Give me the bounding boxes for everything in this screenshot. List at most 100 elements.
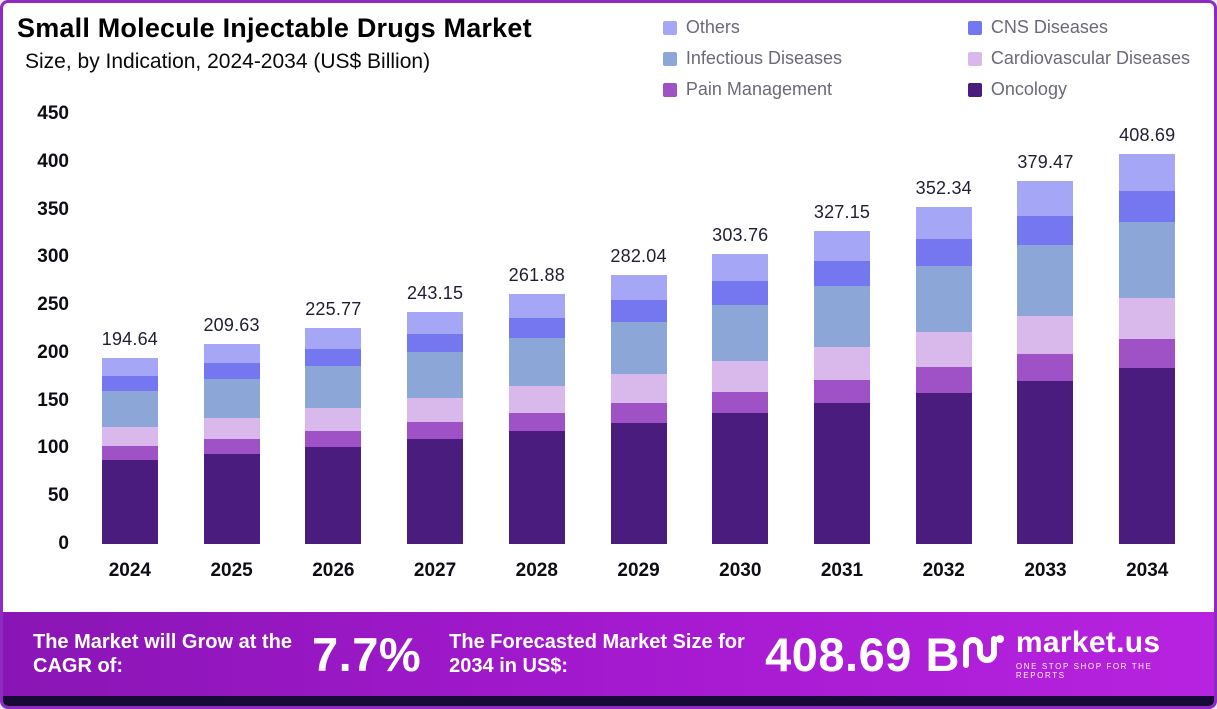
bar-segment-cardiovascular-diseases xyxy=(101,426,158,447)
bar-total-label: 209.63 xyxy=(203,314,260,335)
x-axis-label: 2025 xyxy=(210,560,253,581)
bar-segment-oncology xyxy=(610,422,667,544)
footer-banner: The Market will Grow at the CAGR of: 7.7… xyxy=(3,612,1214,696)
brand-text: market.us ONE STOP SHOP FOR THE REPORTS xyxy=(1015,626,1188,681)
bar-segment-others xyxy=(814,231,870,262)
bar-segment-oncology xyxy=(508,431,565,544)
bar-segment-oncology xyxy=(814,403,870,544)
brand-name: market.us xyxy=(1015,626,1161,659)
header: Small Molecule Injectable Drugs Market S… xyxy=(3,3,1214,100)
bar-segment-infectious-diseases xyxy=(712,304,769,362)
x-axis-label: 2030 xyxy=(719,560,762,581)
x-axis-label: 2027 xyxy=(413,560,457,581)
y-axis-label: 250 xyxy=(37,294,69,316)
brand-block: market.us ONE STOP SHOP FOR THE REPORTS xyxy=(960,628,1188,680)
bar-segment-cns-diseases xyxy=(1017,215,1074,245)
bar-segment-others xyxy=(508,293,565,318)
bar-total-label: 261.88 xyxy=(508,264,565,285)
bar-segment-infectious-diseases xyxy=(305,366,362,409)
bar-segment-pain-management xyxy=(1017,353,1074,381)
bar-group: 352.34 xyxy=(893,114,995,544)
bar-segment-infectious-diseases xyxy=(101,390,158,427)
legend-label: Cardiovascular Diseases xyxy=(990,48,1190,68)
bar-segment-cardiovascular-diseases xyxy=(407,397,464,423)
x-axis: 2024 2025 2026 2027 2028 2029 2030 2031 2032 2033… xyxy=(79,544,1198,588)
page-subtitle: Size, by Indication, 2024-2034 (US$ Bill… xyxy=(25,50,431,73)
legend-item: CNS Diseases xyxy=(967,17,1190,38)
x-axis-label: 2026 xyxy=(312,560,355,581)
bar-segment-pain-management xyxy=(101,446,158,461)
bar-segment-cardiovascular-diseases xyxy=(915,331,972,368)
bar-segment-infectious-diseases xyxy=(610,321,667,375)
bar-segment-pain-management xyxy=(610,402,667,423)
bar-segment-cns-diseases xyxy=(407,333,464,353)
bar-segment-pain-management xyxy=(203,438,260,454)
y-axis: 0 50 100 150 200 250 300 350 400 450 xyxy=(13,103,79,554)
bar-segment-cardiovascular-diseases xyxy=(610,374,667,403)
bar-segment-cns-diseases xyxy=(1119,190,1176,222)
bar-segment-others xyxy=(305,328,362,349)
legend-label: Pain Management xyxy=(685,79,832,99)
y-axis-label: 400 xyxy=(37,150,69,172)
bar-total-label: 243.15 xyxy=(406,282,464,303)
forecast-value: 408.69 B xyxy=(765,627,960,681)
bar-group: 379.47 xyxy=(995,114,1097,544)
bar-segment-infectious-diseases xyxy=(508,337,565,387)
x-axis-label: 2024 xyxy=(108,560,151,581)
y-axis-label: 150 xyxy=(37,389,69,411)
bar-group: 243.15 xyxy=(384,114,486,544)
bar-total-label: 225.77 xyxy=(305,299,362,320)
bar-segment-others xyxy=(610,274,667,301)
bar-segment-infectious-diseases xyxy=(1119,221,1176,298)
bar-segment-cardiovascular-diseases xyxy=(712,361,769,392)
bar-segment-others xyxy=(915,207,972,240)
bar-segment-infectious-diseases xyxy=(407,352,464,398)
bar-segment-others xyxy=(1119,153,1176,191)
stacked-bar xyxy=(305,328,362,544)
bar-segment-cardiovascular-diseases xyxy=(814,347,870,380)
legend-swatch xyxy=(662,51,677,66)
bar-segment-pain-management xyxy=(407,422,464,440)
bar-group: 327.15 xyxy=(791,114,893,544)
bar-group: 282.04 xyxy=(588,114,690,544)
bar-total-label: 194.64 xyxy=(101,329,158,350)
legend-item: Others xyxy=(662,17,898,38)
bar-group: 408.69 xyxy=(1096,114,1198,544)
stacked-bar xyxy=(203,343,260,544)
stacked-bar xyxy=(1119,153,1176,544)
bar-segment-cardiovascular-diseases xyxy=(203,417,260,439)
bar-total-label: 327.15 xyxy=(813,202,871,223)
bar-segment-cns-diseases xyxy=(203,362,260,379)
bar-segment-cns-diseases xyxy=(610,300,667,322)
legend-item: Infectious Diseases xyxy=(662,48,898,69)
y-axis-label: 300 xyxy=(37,246,69,268)
cagr-value: 7.7% xyxy=(312,627,422,681)
bar-segment-cns-diseases xyxy=(508,317,565,338)
bar-segment-oncology xyxy=(101,460,158,544)
bar-segment-others xyxy=(407,311,464,334)
legend-label: CNS Diseases xyxy=(990,17,1108,37)
bar-segment-infectious-diseases xyxy=(814,286,870,348)
y-axis-label: 450 xyxy=(37,103,69,124)
bar-segment-pain-management xyxy=(508,412,565,432)
x-axis-label: 2028 xyxy=(515,560,558,581)
legend-item: Cardiovascular Diseases xyxy=(967,48,1190,69)
bar-segment-pain-management xyxy=(305,430,362,447)
legend-swatch xyxy=(967,51,982,66)
y-axis-label: 350 xyxy=(37,198,69,220)
x-axis-label: 2034 xyxy=(1126,560,1169,581)
bar-segment-cns-diseases xyxy=(305,348,362,367)
bar-group: 225.77 xyxy=(282,114,384,544)
bar-group: 261.88 xyxy=(486,114,588,544)
bar-segment-cardiovascular-diseases xyxy=(1119,297,1176,339)
legend-item: Pain Management xyxy=(662,79,898,100)
bar-total-label: 303.76 xyxy=(712,224,769,245)
bar-segment-infectious-diseases xyxy=(915,266,972,332)
legend-item: Oncology xyxy=(967,79,1190,100)
bar-total-label: 352.34 xyxy=(915,178,972,199)
bar-segment-oncology xyxy=(305,446,362,544)
market-us-logo-icon xyxy=(960,631,1006,678)
bar-segment-cns-diseases xyxy=(101,375,158,391)
legend-swatch xyxy=(662,20,677,35)
